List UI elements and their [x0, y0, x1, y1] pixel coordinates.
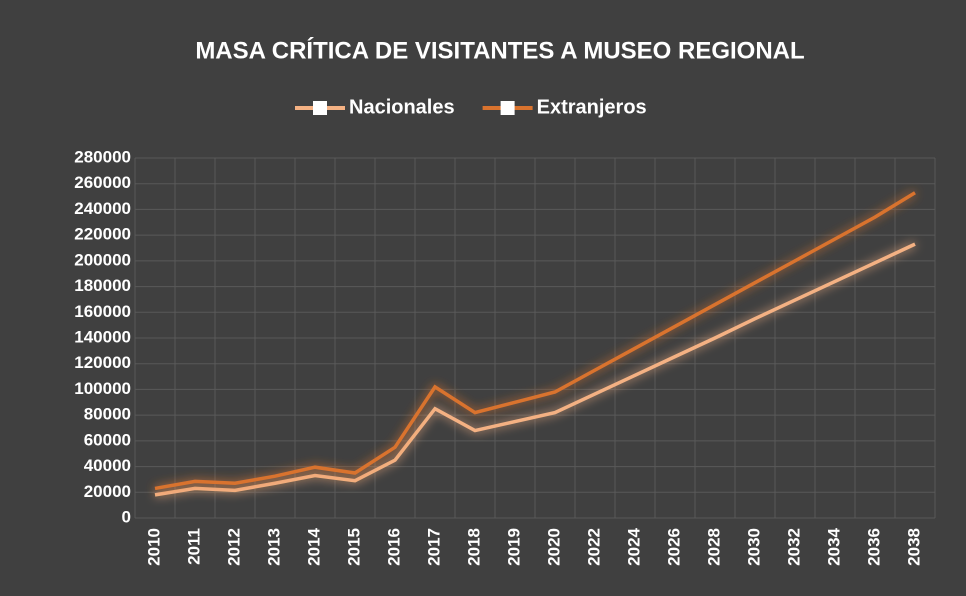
y-tick-label: 260000 [74, 173, 131, 192]
x-tick-label: 2011 [184, 528, 203, 565]
legend-label: Extranjeros [537, 96, 647, 118]
x-tick-label: 2014 [304, 527, 323, 565]
x-tick-label: 2010 [144, 528, 163, 566]
legend-marker [500, 101, 515, 115]
series-line [154, 242, 916, 497]
legend-marker [313, 101, 327, 115]
y-tick-label: 180000 [74, 276, 131, 295]
y-tick-label: 200000 [74, 250, 131, 269]
x-tick-label: 2019 [504, 528, 523, 566]
y-tick-label: 220000 [74, 225, 131, 244]
x-tick-label: 2013 [264, 528, 283, 566]
x-tick-label: 2034 [824, 527, 843, 565]
y-tick-label: 60000 [84, 430, 131, 449]
y-tick-label: 100000 [74, 379, 131, 398]
x-tick-label: 2020 [544, 528, 563, 566]
legend-label: Nacionales [349, 96, 455, 118]
x-tick-label: 2028 [704, 528, 723, 566]
y-tick-label: 80000 [84, 405, 131, 424]
x-tick-label: 2026 [664, 528, 683, 566]
x-tick-label: 2016 [384, 528, 403, 566]
x-tick-label: 2017 [424, 528, 443, 566]
chart-title: MASA CRÍTICA DE VISITANTES A MUSEO REGIO… [195, 36, 804, 64]
y-tick-label: 120000 [74, 353, 131, 372]
y-tick-label: 240000 [74, 199, 131, 218]
x-tick-label: 2012 [224, 528, 243, 566]
y-tick-label: 0 [122, 507, 131, 526]
x-tick-label: 2030 [744, 528, 763, 566]
x-tick-label: 2024 [624, 527, 643, 565]
y-tick-label: 20000 [84, 482, 131, 501]
x-tick-label: 2022 [584, 528, 603, 566]
y-tick-label: 160000 [74, 302, 131, 321]
x-tick-label: 2032 [784, 528, 803, 566]
y-tick-label: 280000 [74, 147, 131, 166]
series-line [154, 191, 916, 491]
x-tick-label: 2018 [464, 528, 483, 566]
x-tick-label: 2036 [864, 528, 883, 566]
x-tick-label: 2038 [904, 528, 923, 566]
y-tick-label: 140000 [74, 327, 131, 346]
x-tick-label: 2015 [344, 528, 363, 566]
y-tick-label: 40000 [84, 456, 131, 475]
